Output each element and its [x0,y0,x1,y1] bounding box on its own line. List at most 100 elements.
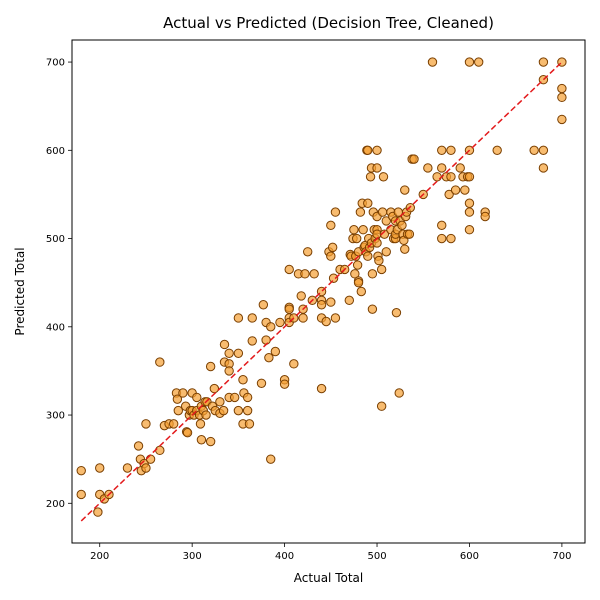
data-point [367,304,378,314]
data-point [446,233,456,244]
data-point [141,419,151,429]
data-point [242,392,253,403]
data-point [258,300,269,310]
y-tick-label: 300 [46,411,65,422]
data-point [182,427,193,438]
data-point [365,172,376,182]
data-point [326,251,336,261]
y-tick-label: 200 [46,499,65,510]
data-point [270,346,281,357]
data-point [141,463,151,473]
data-point [363,145,373,156]
data-point [328,273,339,283]
data-point [133,441,144,451]
data-point [367,269,378,279]
data-point [464,207,475,217]
data-point [303,247,313,257]
data-point [173,405,184,416]
data-point [397,220,407,231]
data-point [326,220,336,231]
x-tick-label: 600 [460,551,479,562]
data-point [218,405,229,416]
data-point [256,378,267,388]
data-point [557,114,567,125]
x-tick-label: 700 [552,551,571,562]
x-axis: 200 300 400 500 600 700 [90,543,571,562]
reference-line [80,61,563,522]
x-tick-label: 200 [90,551,109,562]
data-point [122,463,133,473]
data-point [300,269,310,279]
data-point [247,336,257,346]
data-point [95,463,105,473]
data-point [289,359,299,369]
data-point [316,300,327,310]
data-point [264,352,274,363]
data-point [238,375,248,385]
y-axis: 200 300 400 500 600 700 [46,58,72,510]
data-point [557,83,567,94]
data-point [358,225,368,235]
chart-title: Actual vs Predicted (Decision Tree, Clea… [163,14,494,32]
data-point [326,297,336,307]
data-point [296,291,306,301]
data-point [394,388,404,398]
data-point [192,392,202,403]
data-point [352,260,363,270]
data-point [233,313,244,323]
data-point [437,233,447,244]
data-point [363,251,373,261]
data-point [76,489,86,500]
data-point [460,185,470,195]
data-point [423,163,433,173]
data-point [492,145,502,156]
data-point [344,295,354,306]
data-point [446,172,456,182]
x-tick-label: 400 [275,551,294,562]
data-point [391,307,402,318]
data-point [229,392,240,403]
data-point [381,216,391,226]
data-point [432,172,442,182]
data-point [309,269,319,279]
y-tick-label: 400 [46,322,65,333]
data-point [178,388,188,398]
data-point [480,211,490,222]
data-point [437,163,447,173]
data-point [444,189,454,200]
y-axis-label: Predicted Total [13,247,27,335]
data-point [76,465,86,476]
data-point [330,207,341,217]
data-point [284,264,294,275]
data-point [353,277,364,288]
y-tick-label: 500 [46,234,65,245]
data-point [247,313,257,323]
data-point [538,163,549,173]
data-point [450,185,461,195]
data-point [351,233,362,244]
data-point [279,379,290,389]
data-point [284,304,294,314]
data-point [233,405,244,416]
data-point [356,286,367,297]
data-point [330,313,341,323]
data-point [538,57,549,67]
data-point [437,145,447,156]
data-point [168,419,179,429]
data-point [244,419,255,429]
data-point [266,322,276,332]
data-point [205,436,216,447]
data-point [455,163,465,173]
data-point [557,92,567,103]
data-point [316,383,327,394]
data-point [201,410,211,420]
data-points [76,57,567,517]
data-point [155,357,165,367]
data-point [464,225,475,235]
data-point [464,57,475,67]
x-tick-label: 500 [367,551,386,562]
data-point [372,145,382,156]
data-point [145,454,156,464]
data-point [378,172,389,182]
